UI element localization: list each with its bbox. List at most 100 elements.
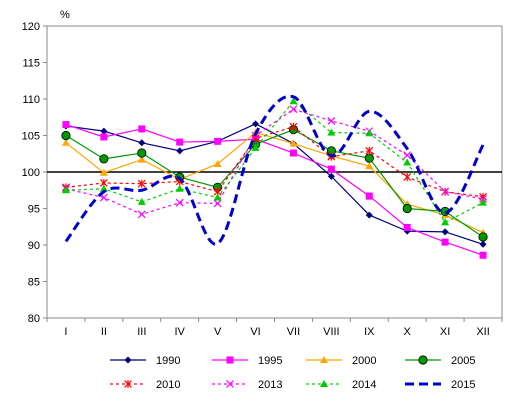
legend-marker [124, 356, 132, 364]
x-tick-label: X [404, 326, 412, 338]
y-tick-label: 95 [28, 204, 40, 216]
legend-item-1990: 1990 [110, 355, 180, 367]
data-point [61, 138, 70, 146]
data-point [99, 168, 108, 176]
legend-item-1995: 1995 [212, 355, 282, 367]
data-point [289, 149, 297, 157]
data-point [365, 192, 373, 200]
data-point [327, 172, 335, 180]
x-tick-label: XI [440, 326, 450, 338]
series-line-1990 [65, 123, 484, 245]
legend-label: 2000 [352, 355, 376, 367]
data-point [441, 218, 450, 226]
data-point [176, 147, 184, 155]
data-point [137, 210, 146, 219]
data-point [327, 128, 336, 136]
x-tick-label: VI [250, 326, 260, 338]
data-point [365, 129, 374, 137]
data-point [137, 155, 146, 163]
data-point [402, 203, 412, 214]
series-line-2010 [65, 126, 484, 198]
data-point [61, 130, 71, 141]
data-point [365, 162, 374, 170]
legend: 1990 1995 2000 2005 2010 2013 2014 2015 [110, 355, 475, 391]
legend-item-2014: 2014 [306, 379, 376, 391]
data-point [176, 138, 184, 146]
data-point [138, 139, 146, 147]
x-tick-label: I [64, 326, 67, 338]
data-point [365, 146, 374, 155]
y-tick-label: 105 [22, 131, 40, 143]
y-tick-label: 100 [22, 167, 40, 179]
data-point [62, 121, 70, 129]
data-point [441, 238, 449, 246]
data-point [100, 133, 108, 141]
data-point [364, 153, 374, 163]
x-tick-label: VII [287, 326, 300, 338]
x-tick-label: XII [476, 326, 489, 338]
series-line-2015 [64, 94, 485, 246]
series-line-2013 [65, 108, 484, 215]
y-unit-label: % [60, 9, 70, 21]
data-point [403, 151, 412, 160]
y-tick-label: 115 [22, 58, 40, 70]
series-2014 [61, 97, 488, 226]
series-line-2000 [65, 131, 484, 234]
data-point [213, 193, 222, 201]
data-point [479, 251, 487, 259]
series-2013 [62, 105, 487, 219]
data-point [403, 173, 412, 182]
data-point [479, 240, 487, 248]
data-point [289, 122, 298, 131]
legend-item-2013: 2013 [212, 379, 282, 391]
data-point [175, 184, 184, 192]
data-point [99, 184, 108, 192]
series-2005 [61, 125, 488, 242]
y-tick-label: 80 [28, 313, 40, 325]
y-tick-label: 120 [22, 21, 40, 33]
x-tick-label: VIII [323, 326, 340, 338]
data-point [100, 127, 108, 135]
legend-item-2005: 2005 [405, 355, 475, 367]
x-tick-label: II [101, 326, 107, 338]
legend-marker [320, 356, 328, 363]
data-point [252, 120, 260, 128]
y-tick-label: 90 [28, 240, 40, 252]
x-tick-label: V [214, 326, 222, 338]
legend-marker [124, 380, 132, 388]
data-point [478, 232, 488, 242]
data-point [137, 179, 146, 188]
data-point [289, 97, 298, 105]
data-point [365, 211, 373, 219]
x-tick-label: IX [364, 326, 375, 338]
legend-item-2010: 2010 [110, 379, 180, 391]
legend-label: 2010 [156, 379, 180, 391]
data-point [175, 198, 184, 207]
data-point [99, 154, 109, 164]
data-point [441, 228, 449, 236]
legend-label: 2005 [451, 355, 475, 367]
data-point [289, 105, 298, 114]
x-tick-label: III [137, 326, 146, 338]
legend-marker [418, 355, 428, 365]
series-line-2005 [65, 128, 484, 238]
data-point [327, 165, 335, 173]
data-point [479, 198, 488, 206]
series-layer [61, 94, 488, 259]
legend-marker [320, 380, 328, 387]
legend-marker [226, 356, 234, 364]
data-point [251, 143, 260, 151]
data-point [441, 187, 450, 196]
data-point [213, 159, 222, 167]
y-tick-label: 85 [28, 277, 40, 289]
legend-label: 2013 [258, 379, 282, 391]
data-point [61, 186, 70, 194]
series-2015 [64, 94, 485, 246]
data-point [289, 139, 298, 147]
legend-label: 2015 [451, 379, 475, 391]
data-point [137, 148, 147, 158]
data-point [403, 158, 412, 166]
legend-label: 1990 [156, 355, 180, 367]
